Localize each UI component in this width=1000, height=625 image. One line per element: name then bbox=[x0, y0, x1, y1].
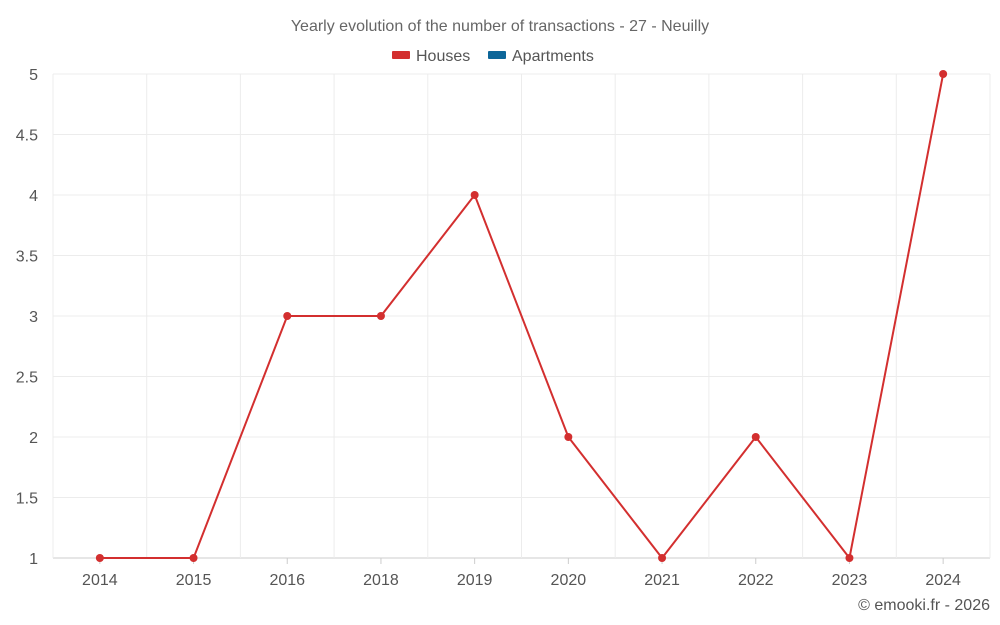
x-tick-label: 2023 bbox=[832, 572, 868, 589]
legend-swatch-apartments bbox=[488, 51, 506, 59]
data-point[interactable] bbox=[283, 312, 292, 320]
x-tick-label: 2021 bbox=[644, 572, 680, 589]
y-axis: 1 1.5 2 2.5 3 3.5 4 4.5 5 bbox=[16, 67, 38, 568]
data-point[interactable] bbox=[189, 554, 198, 562]
x-tick-label: 2019 bbox=[457, 572, 493, 589]
data-point[interactable] bbox=[376, 312, 385, 320]
data-point[interactable] bbox=[658, 554, 667, 562]
y-tick-label: 1 bbox=[29, 551, 38, 568]
data-point[interactable] bbox=[845, 554, 854, 562]
data-point[interactable] bbox=[95, 554, 104, 562]
chart-title: Yearly evolution of the number of transa… bbox=[291, 18, 709, 35]
x-tick-label: 2015 bbox=[176, 572, 212, 589]
legend-label-houses[interactable]: Houses bbox=[416, 48, 470, 65]
legend-item-apartments[interactable]: Apartments bbox=[488, 48, 594, 65]
x-tick-label: 2020 bbox=[551, 572, 587, 589]
y-tick-label: 2.5 bbox=[16, 370, 38, 387]
credit-text: © emooki.fr - 2026 bbox=[858, 597, 990, 614]
x-tick-label: 2022 bbox=[738, 572, 774, 589]
y-tick-label: 3.5 bbox=[16, 249, 38, 266]
data-point[interactable] bbox=[939, 70, 948, 78]
y-tick-label: 1.5 bbox=[16, 491, 38, 508]
x-tick-label: 2014 bbox=[82, 572, 118, 589]
x-tick-label: 2018 bbox=[363, 572, 399, 589]
data-point[interactable] bbox=[470, 191, 479, 199]
x-axis: 2014 2015 2016 2018 2019 2020 2021 2022 2023 2024 bbox=[82, 558, 961, 589]
data-point[interactable] bbox=[564, 433, 573, 441]
legend-item-houses[interactable]: Houses bbox=[392, 48, 470, 65]
data-point[interactable] bbox=[751, 433, 760, 441]
y-tick-label: 4 bbox=[29, 188, 38, 205]
x-tick-label: 2024 bbox=[925, 572, 961, 589]
x-tick-label: 2016 bbox=[269, 572, 305, 589]
y-tick-label: 5 bbox=[29, 67, 38, 84]
legend: Houses Apartments bbox=[392, 48, 594, 65]
plot-area bbox=[95, 70, 948, 562]
legend-label-apartments[interactable]: Apartments bbox=[512, 48, 594, 65]
legend-swatch-houses bbox=[392, 51, 410, 59]
y-tick-label: 2 bbox=[29, 430, 38, 447]
y-tick-label: 4.5 bbox=[16, 128, 38, 145]
y-tick-label: 3 bbox=[29, 309, 38, 326]
series-line-houses bbox=[99, 73, 945, 559]
